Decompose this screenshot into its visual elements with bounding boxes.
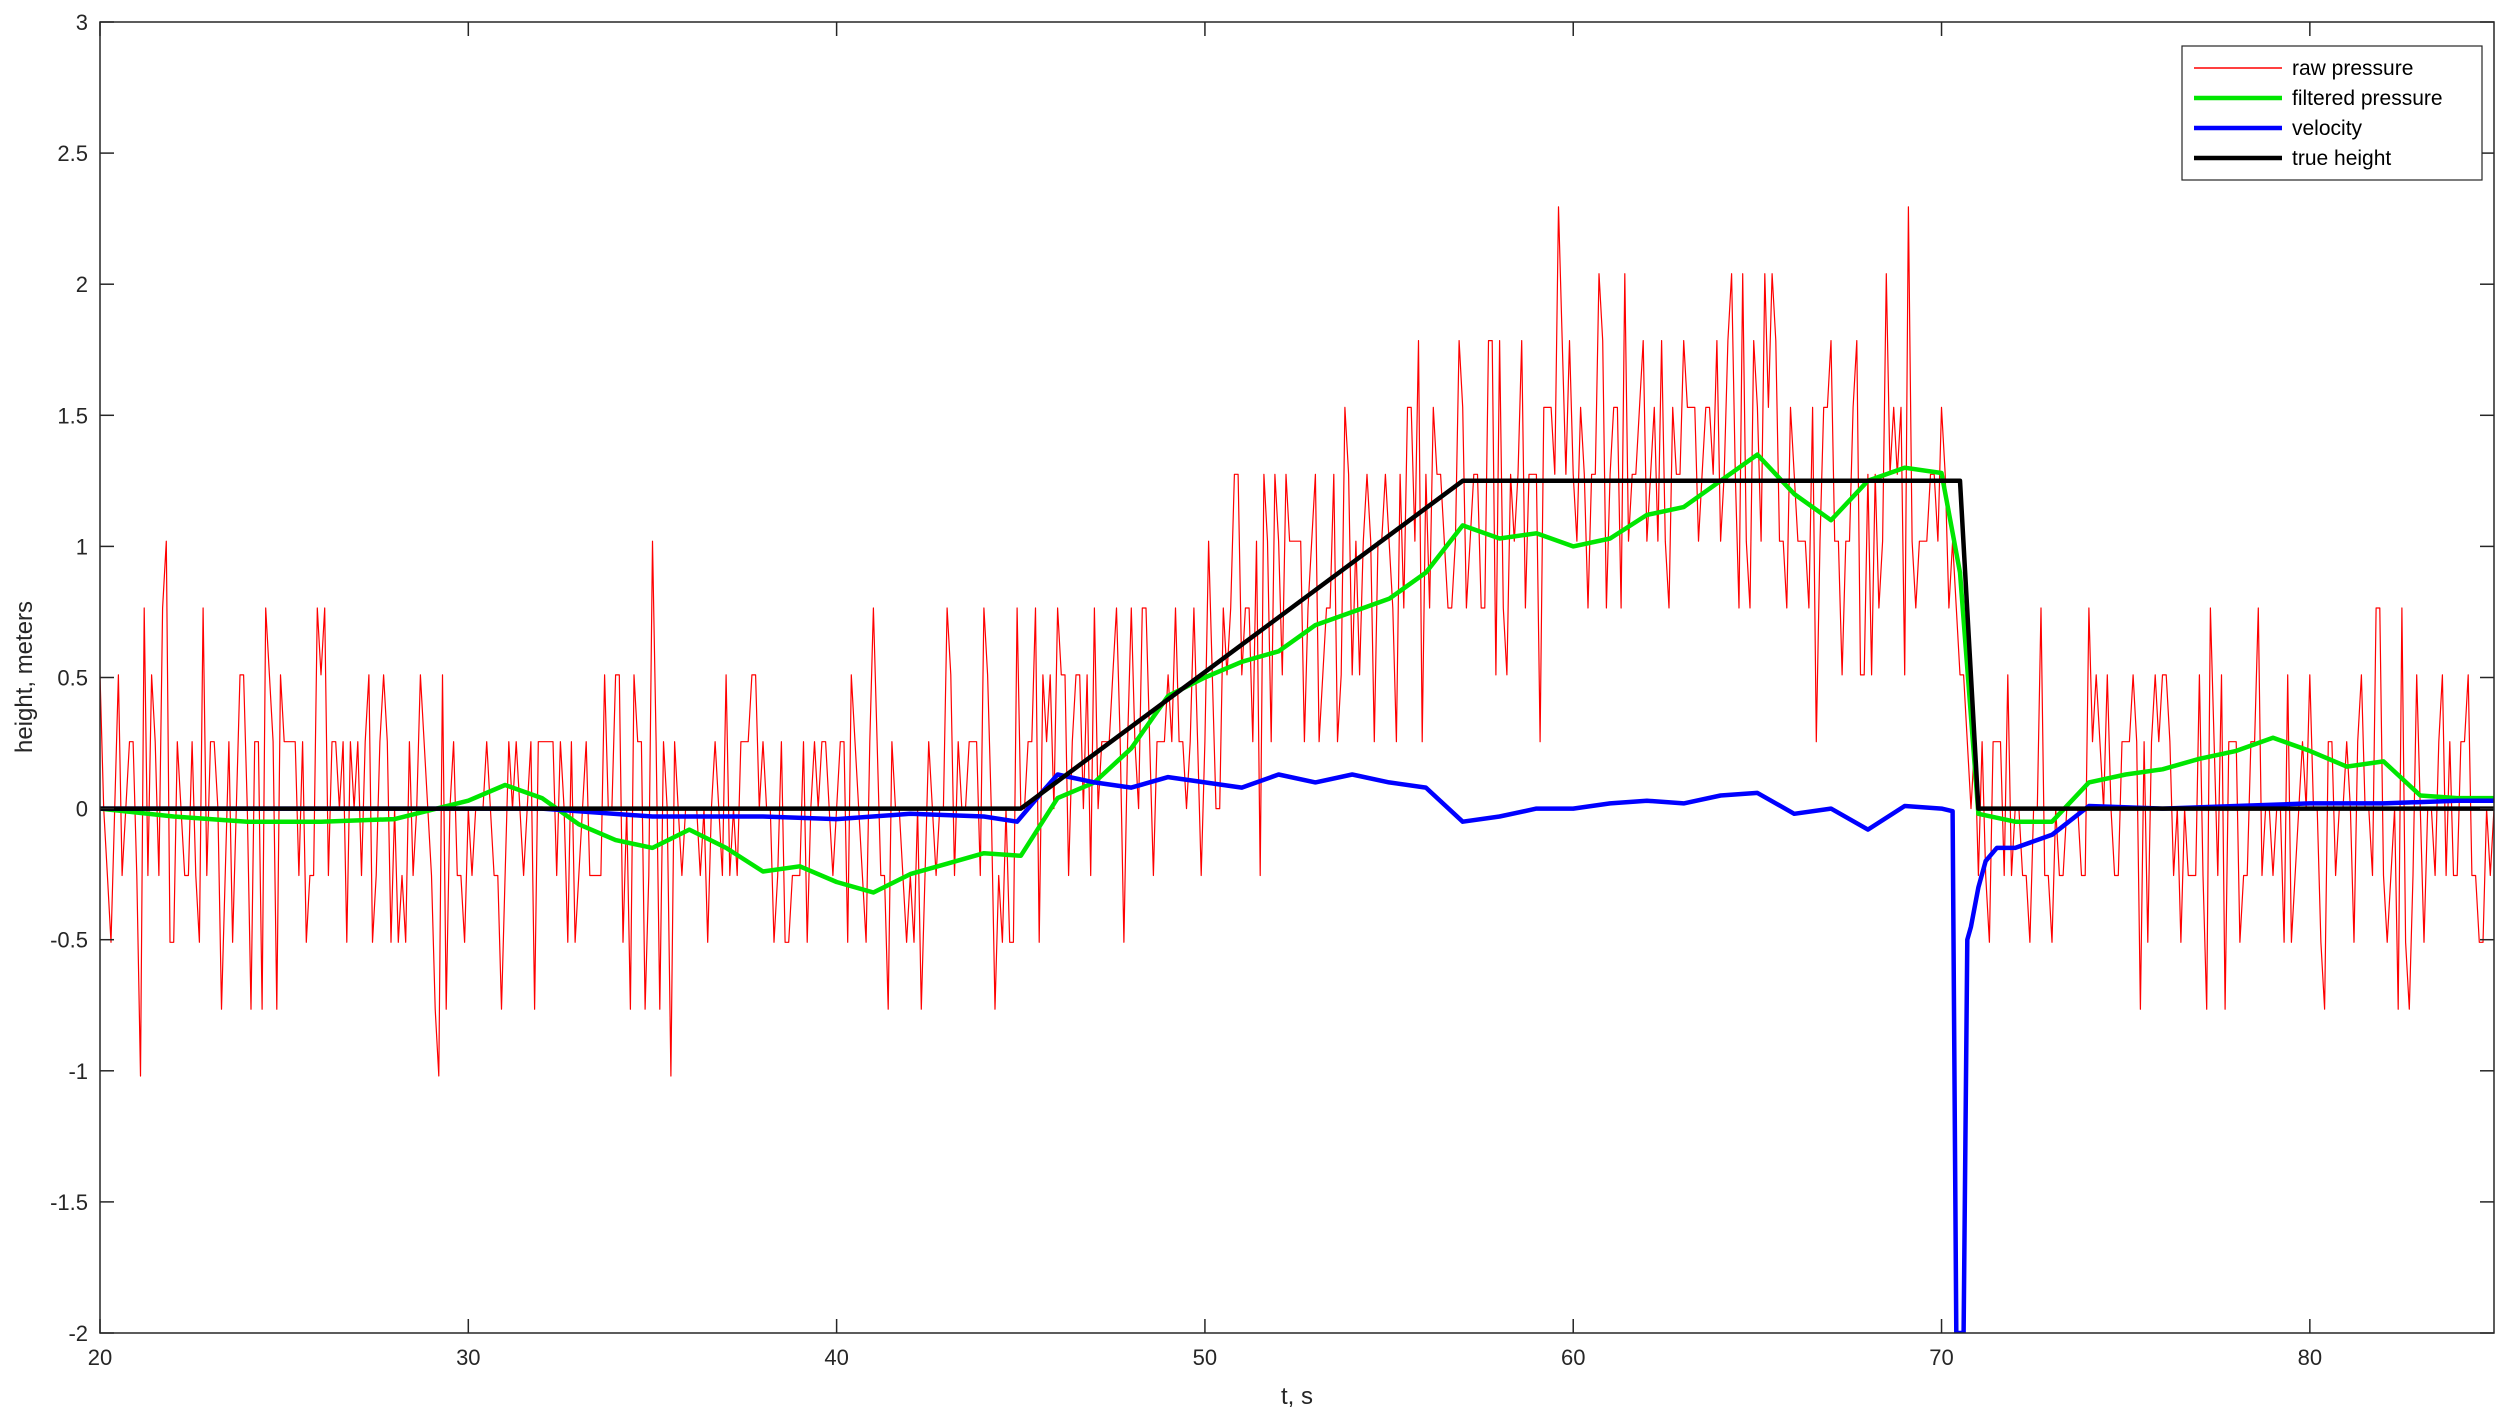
- y-tick-label: -1.5: [50, 1190, 88, 1215]
- y-tick-label: 3: [76, 10, 88, 35]
- y-tick-label: 0: [76, 797, 88, 822]
- series-line-true-height: [100, 478, 2494, 811]
- x-tick-label: 70: [1929, 1345, 1953, 1370]
- x-tick-label: 80: [2298, 1345, 2322, 1370]
- x-tick-label: 20: [88, 1345, 112, 1370]
- legend-label: velocity: [2292, 117, 2363, 140]
- series-layer: [100, 206, 2494, 1333]
- plot-background: [100, 22, 2494, 1333]
- y-tick-label: -2: [68, 1321, 88, 1346]
- y-tick-label: -1: [68, 1059, 88, 1084]
- legend-label: raw pressure: [2292, 57, 2413, 80]
- legend-label: true height: [2292, 147, 2391, 170]
- y-tick-label: 0.5: [57, 666, 88, 691]
- y-tick-label: 2: [76, 272, 88, 297]
- x-tick-label: 50: [1193, 1345, 1217, 1370]
- x-tick-label: 30: [456, 1345, 480, 1370]
- x-axis-label: t, s: [1281, 1383, 1313, 1410]
- y-tick-label: 1: [76, 534, 88, 559]
- series-line-raw-pressure: [100, 206, 2494, 1077]
- y-axis-label: height, meters: [11, 601, 38, 753]
- series-line-velocity: [100, 772, 2494, 1333]
- legend-label: filtered pressure: [2292, 87, 2443, 110]
- y-tick-label: -0.5: [50, 928, 88, 953]
- x-tick-label: 60: [1561, 1345, 1585, 1370]
- legend: raw pressure filtered pressure velocity tru…: [2181, 45, 2483, 181]
- tick-layer: 20 30 40 50 60 70 80 -2 -1.5 -1 -0.5 0 0.5 1 1.5 2 2.5 3: [50, 10, 2494, 1370]
- y-tick-label: 1.5: [57, 403, 88, 428]
- x-tick-label: 40: [824, 1345, 848, 1370]
- y-tick-label: 2.5: [57, 141, 88, 166]
- series-line-filtered-pressure: [100, 452, 2494, 895]
